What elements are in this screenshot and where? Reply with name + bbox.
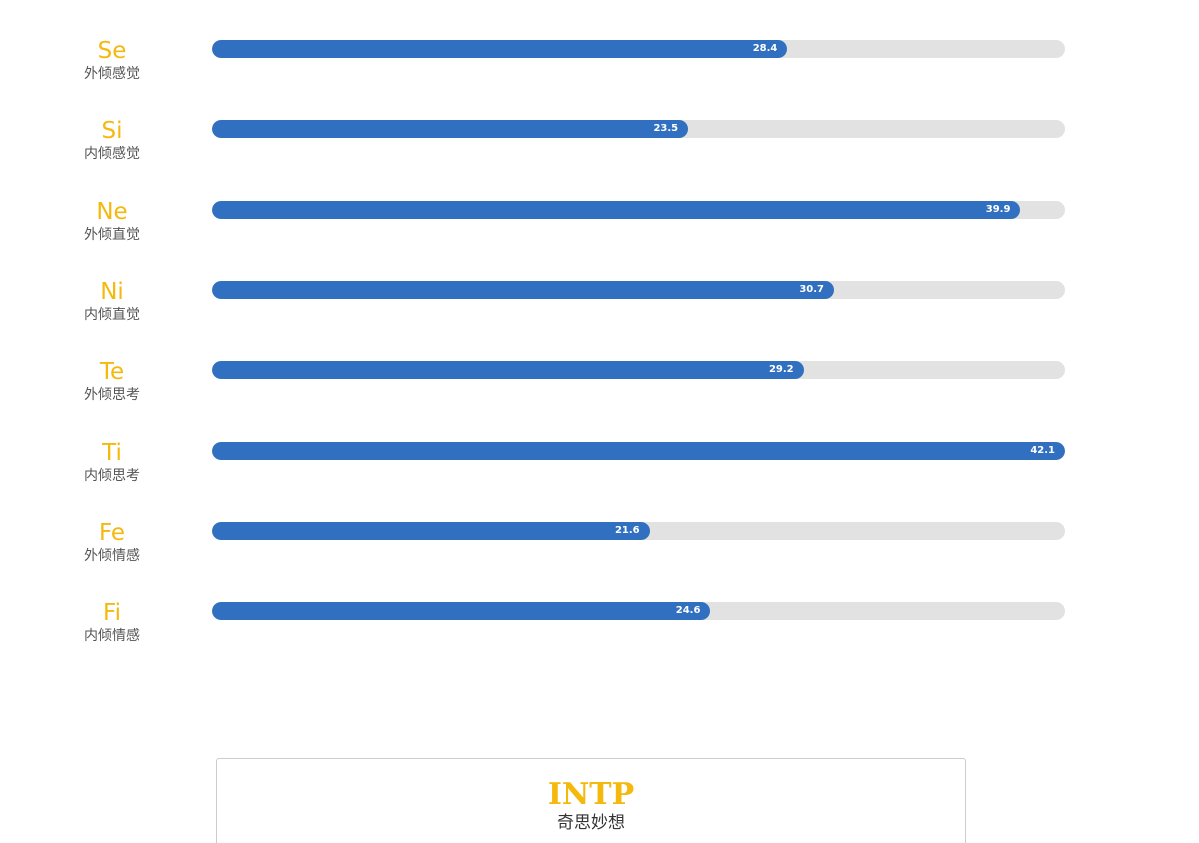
- function-row-fe: Fe 外倾情感 21.6: [0, 519, 1199, 582]
- bar-value-label: 21.6: [614, 525, 640, 536]
- bar-fill: 23.5: [212, 120, 689, 138]
- function-label: Si 内倾感觉: [62, 117, 162, 163]
- bar-value-label: 39.9: [985, 204, 1011, 215]
- function-row-ni: Ni 内倾直觉 30.7: [0, 278, 1199, 341]
- bar-fill: 28.4: [212, 40, 788, 58]
- function-name: 内倾感觉: [84, 146, 140, 162]
- bar-value-label: 30.7: [799, 284, 825, 295]
- function-name: 外倾感觉: [84, 66, 140, 82]
- function-label: Te 外倾思考: [62, 358, 162, 404]
- function-code: Fi: [103, 600, 121, 626]
- function-row-si: Si 内倾感觉 23.5: [0, 117, 1199, 180]
- bar-track: 30.7: [212, 281, 1065, 299]
- bar-fill: 24.6: [212, 602, 711, 620]
- function-code: Se: [97, 38, 127, 64]
- function-name: 内倾思考: [84, 468, 140, 484]
- bar-track: 23.5: [212, 120, 1065, 138]
- bar-value-label: 28.4: [752, 43, 778, 54]
- function-code: Te: [99, 359, 125, 385]
- function-name: 外倾思考: [84, 387, 140, 403]
- function-name: 外倾直觉: [84, 227, 140, 243]
- function-row-se: Se 外倾感觉 28.4: [0, 37, 1199, 100]
- bar-track: 21.6: [212, 522, 1065, 540]
- function-name: 内倾情感: [84, 628, 140, 644]
- bar-value-label: 29.2: [768, 364, 794, 375]
- function-row-ti: Ti 内倾思考 42.1: [0, 439, 1199, 502]
- bar-value-label: 23.5: [653, 123, 679, 134]
- function-label: Fe 外倾情感: [62, 519, 162, 565]
- function-code: Ti: [102, 440, 122, 466]
- function-label: Ne 外倾直觉: [62, 198, 162, 244]
- function-row-te: Te 外倾思考 29.2: [0, 358, 1199, 421]
- function-name: 内倾直觉: [84, 307, 140, 323]
- bar-track: 39.9: [212, 201, 1065, 219]
- bar-track: 42.1: [212, 442, 1065, 460]
- bar-value-label: 24.6: [675, 605, 701, 616]
- function-code: Ni: [100, 279, 124, 305]
- function-label: Ti 内倾思考: [62, 439, 162, 485]
- bar-fill: 21.6: [212, 522, 650, 540]
- result-name: 奇思妙想: [557, 813, 625, 833]
- bar-fill: 39.9: [212, 201, 1021, 219]
- function-row-ne: Ne 外倾直觉 39.9: [0, 198, 1199, 261]
- function-label: Ni 内倾直觉: [62, 278, 162, 324]
- result-type: INTP: [547, 777, 635, 812]
- result-card: INTP 奇思妙想: [216, 758, 966, 843]
- bar-track: 29.2: [212, 361, 1065, 379]
- bar-track: 24.6: [212, 602, 1065, 620]
- function-label: Fi 内倾情感: [62, 599, 162, 645]
- function-code: Ne: [96, 199, 128, 225]
- function-code: Si: [101, 118, 123, 144]
- function-label: Se 外倾感觉: [62, 37, 162, 83]
- bar-track: 28.4: [212, 40, 1065, 58]
- bar-fill: 42.1: [212, 442, 1065, 460]
- bar-value-label: 42.1: [1030, 445, 1055, 456]
- function-name: 外倾情感: [84, 548, 140, 564]
- function-code: Fe: [98, 520, 126, 546]
- function-row-fi: Fi 内倾情感 24.6: [0, 599, 1199, 662]
- bar-fill: 29.2: [212, 361, 804, 379]
- bar-fill: 30.7: [212, 281, 835, 299]
